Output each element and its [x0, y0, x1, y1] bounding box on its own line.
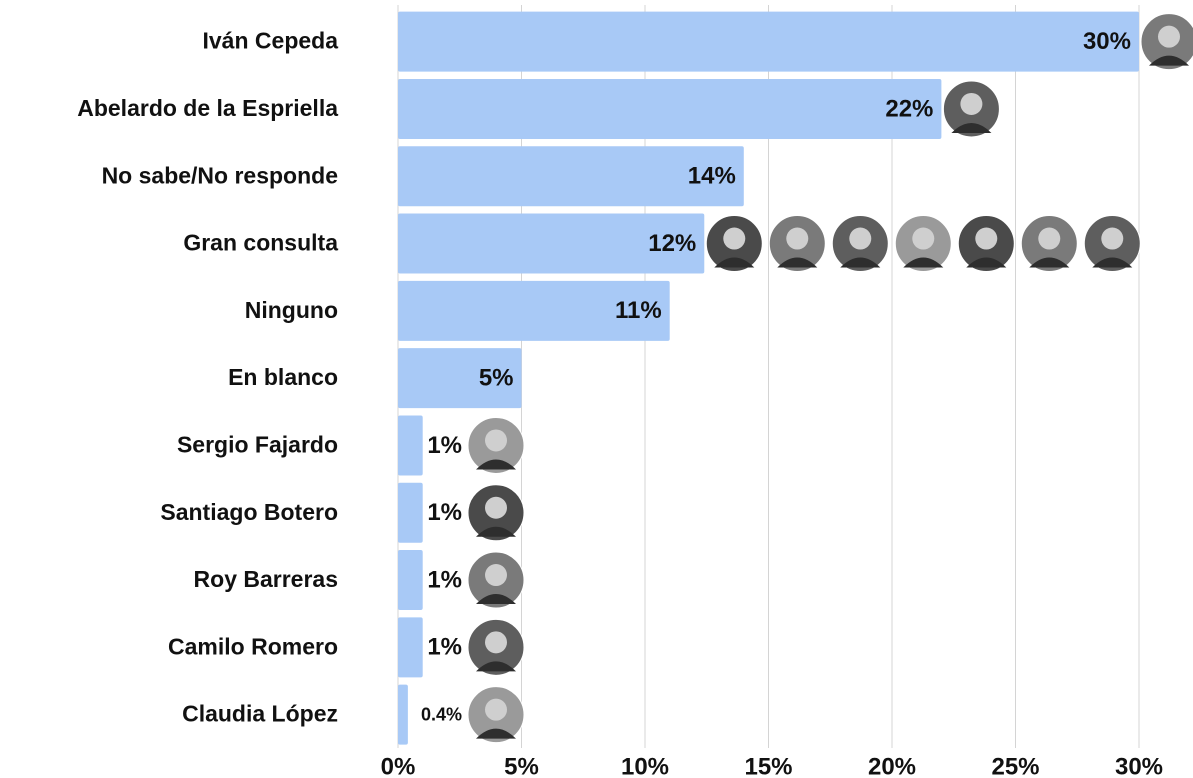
- value-label: 12%: [648, 230, 696, 257]
- bar: [398, 79, 941, 139]
- value-label: 5%: [479, 364, 514, 391]
- bar: [398, 617, 423, 677]
- y-tick-label: Ninguno: [245, 297, 338, 323]
- portrait-face: [485, 497, 507, 519]
- y-tick-label: Santiago Botero: [160, 499, 338, 525]
- y-tick-label: No sabe/No responde: [102, 162, 338, 188]
- value-label: 0.4%: [421, 704, 462, 724]
- y-tick-label: Abelardo de la Espriella: [77, 95, 338, 121]
- portrait-face: [1158, 26, 1180, 48]
- portrait-face: [485, 699, 507, 721]
- y-tick-label: En blanco: [228, 364, 338, 390]
- value-label: 14%: [688, 163, 736, 190]
- value-label: 1%: [427, 432, 462, 459]
- value-label: 1%: [427, 499, 462, 526]
- value-label: 1%: [427, 634, 462, 661]
- portrait-face: [960, 93, 982, 115]
- bar: [398, 685, 408, 745]
- y-tick-label: Iván Cepeda: [203, 28, 339, 54]
- value-label: 11%: [615, 297, 662, 324]
- bar: [398, 483, 423, 543]
- x-tick-label: 10%: [621, 753, 669, 778]
- x-tick-label: 25%: [991, 753, 1039, 778]
- portrait-face: [1101, 228, 1123, 250]
- y-tick-label: Gran consulta: [183, 230, 338, 256]
- portrait-face: [723, 228, 745, 250]
- portrait-face: [485, 564, 507, 586]
- portrait-face: [912, 228, 934, 250]
- portrait-face: [975, 228, 997, 250]
- value-label: 30%: [1083, 28, 1131, 55]
- x-tick-label: 5%: [504, 753, 539, 778]
- bar: [398, 550, 423, 610]
- portrait-face: [1038, 228, 1060, 250]
- bar: [398, 12, 1139, 72]
- x-tick-label: 20%: [868, 753, 916, 778]
- portrait-face: [786, 228, 808, 250]
- portrait-face: [849, 228, 871, 250]
- portrait-face: [485, 429, 507, 451]
- x-tick-label: 30%: [1115, 753, 1163, 778]
- y-tick-label: Claudia López: [182, 701, 338, 727]
- chart: 0% 5% 10% 15% 20% 25% 30% Iván Cepeda 30% Abelard…: [0, 0, 1193, 778]
- bar: [398, 415, 423, 475]
- value-label: 22%: [885, 95, 933, 122]
- portrait-face: [485, 631, 507, 653]
- x-tick-label: 15%: [744, 753, 792, 778]
- y-tick-label: Sergio Fajardo: [177, 432, 338, 458]
- value-label: 1%: [427, 566, 462, 593]
- y-tick-label: Roy Barreras: [194, 566, 338, 592]
- y-tick-label: Camilo Romero: [168, 633, 338, 659]
- x-tick-label: 0%: [381, 753, 416, 778]
